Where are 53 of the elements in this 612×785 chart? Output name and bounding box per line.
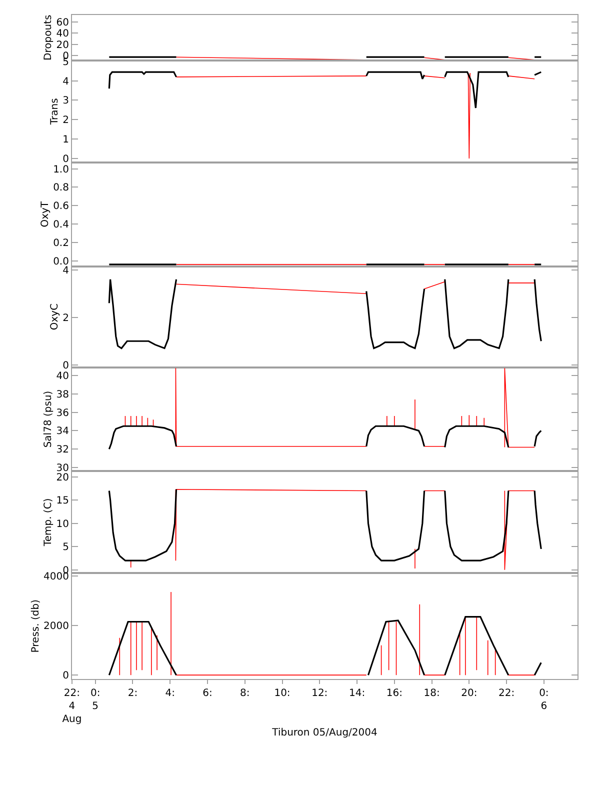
x-tick-label: 22: (498, 688, 515, 700)
x-tick-label: 4: (165, 688, 175, 700)
y-axis-title: OxyC (50, 303, 61, 330)
y-axis-title: OxyT (40, 200, 52, 228)
y-tick-label: 0.2 (53, 238, 69, 249)
y-tick-label: 0 (62, 360, 69, 372)
y-tick-label: 0.6 (53, 201, 69, 212)
x-tick-label: 2: (128, 688, 138, 700)
x-axis-title: Tiburon 05/Aug/2004 (271, 728, 378, 739)
x-tick-label: 16: (386, 688, 402, 700)
y-tick-label: 20 (56, 40, 69, 51)
x-tick-label: 18: (424, 688, 440, 700)
x-tick-label: 14: (348, 688, 366, 700)
y-tick-label: 30 (56, 463, 69, 474)
x-tick-label: 10: (274, 688, 290, 700)
y-tick-label: 2 (62, 115, 69, 126)
x-tick-label: 20: (461, 688, 478, 700)
y-tick-label: 0.8 (53, 182, 69, 194)
y-tick-label: 1.0 (53, 164, 69, 176)
y-tick-label: 3 (62, 96, 69, 107)
y-tick-label: 1 (62, 134, 69, 146)
y-tick-label: 4 (62, 76, 69, 88)
x-tick-label: 0: 5 (90, 688, 100, 712)
x-tick-label: 0: 6 (539, 688, 549, 712)
y-tick-label: 60 (56, 18, 69, 29)
y-tick-label: 4000 (44, 571, 69, 582)
y-axis-title: Temp. (C) (43, 498, 54, 548)
y-tick-label: 20 (56, 472, 69, 484)
y-tick-label: 40 (56, 28, 69, 40)
x-tick-label: 6: (202, 688, 212, 700)
y-tick-label: 0.4 (53, 219, 69, 230)
x-tick-label: 22: 4 Aug (62, 688, 82, 726)
y-tick-label: 32 (56, 444, 69, 456)
y-tick-label: 5 (62, 56, 69, 68)
y-tick-label: 36 (56, 408, 69, 419)
y-tick-label: 2 (62, 312, 69, 324)
x-tick-label: 12: (312, 688, 328, 700)
y-tick-label: 10 (56, 518, 69, 530)
y-tick-label: 5 (62, 542, 69, 554)
y-axis-title: Press. (db) (30, 599, 42, 653)
y-tick-label: 0.0 (53, 256, 69, 268)
y-tick-label: 34 (56, 426, 69, 438)
y-tick-label: 38 (56, 389, 69, 400)
y-axis-title: Trans (50, 98, 61, 126)
y-tick-label: 40 (56, 371, 69, 382)
y-tick-label: 0 (62, 670, 69, 682)
y-axis-title: Dropouts (43, 14, 54, 60)
x-tick-label: 8: (240, 688, 250, 700)
y-tick-label: 0 (62, 154, 69, 165)
y-tick-label: 4 (62, 265, 69, 276)
y-tick-label: 2000 (44, 620, 69, 632)
y-axis-title: Sal78 (psu) (43, 390, 54, 448)
y-tick-label: 15 (56, 496, 69, 507)
